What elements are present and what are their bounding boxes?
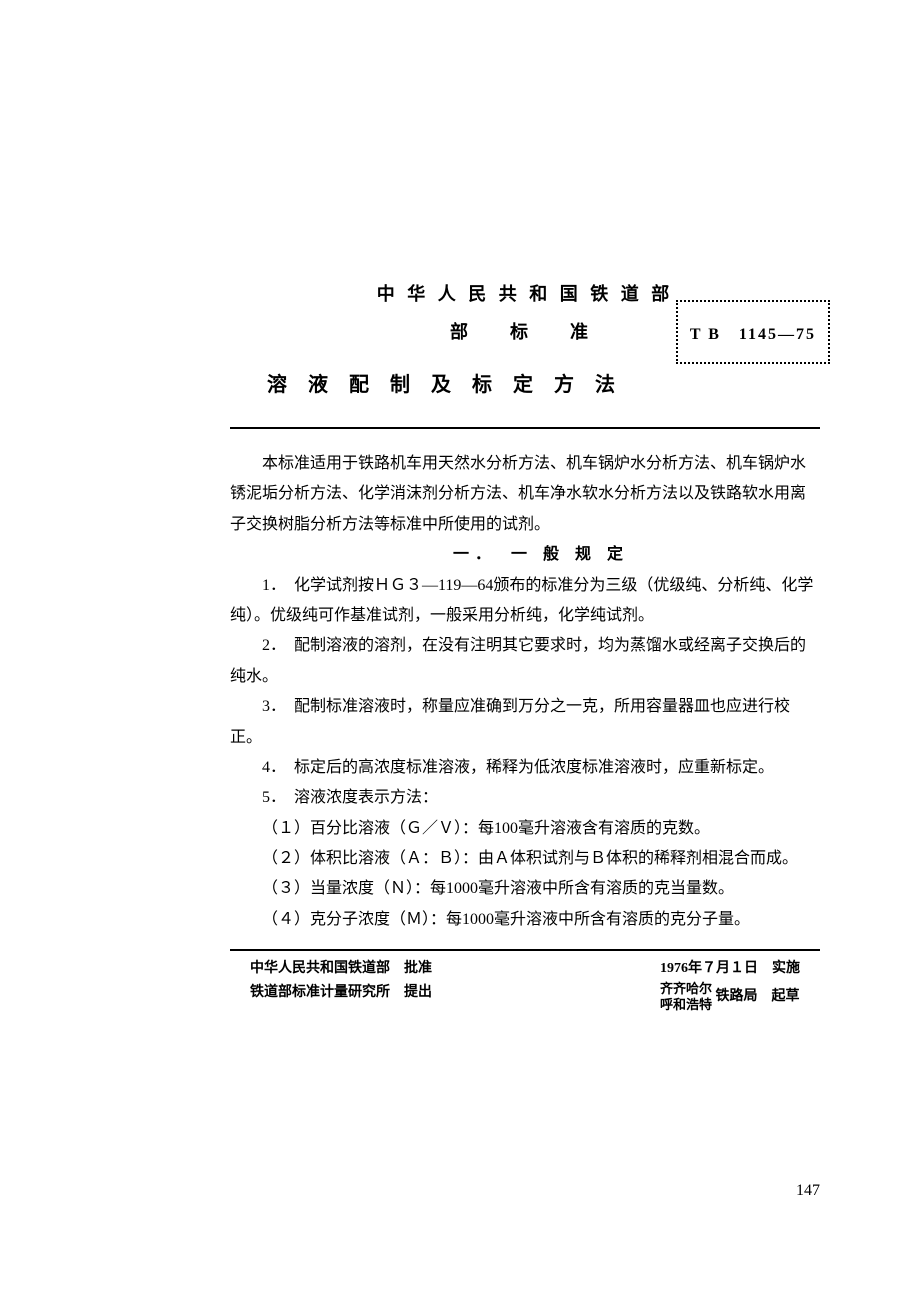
drafter-stacked: 齐齐哈尔 呼和浩特 (660, 981, 712, 1012)
document-body: 本标准适用于铁路机车用天然水分析方法、机车锅炉水分析方法、机车锅炉水锈泥垢分析方… (230, 449, 820, 935)
rule-5: 5． 溶液浓度表示方法： (230, 783, 820, 813)
rule-5-3: （３）当量浓度（Ｎ）：每1000毫升溶液中所含有溶质的克当量数。 (230, 874, 820, 904)
drafter-2: 呼和浩特 (660, 997, 712, 1012)
drafter-suffix: 铁路局 起草 (716, 989, 800, 1004)
page-number: 147 (796, 1182, 820, 1200)
document-header: 中 华 人 民 共 和 国 铁 道 部 部 标 准 溶 液 配 制 及 标 定 … (230, 280, 820, 397)
rule-5-2: （２）体积比溶液（Ａ：Ｂ）：由Ａ体积试剂与Ｂ体积的稀释剂相混合而成。 (230, 844, 820, 874)
standard-code: T B 1145—75 (690, 326, 816, 343)
drafter-1: 齐齐哈尔 (660, 981, 712, 996)
footer-left: 中华人民共和国铁道部 批准 铁道部标准计量研究所 提出 (250, 957, 432, 1012)
footer-right: 1976年７月１日 实施 齐齐哈尔 呼和浩特 铁路局 起草 (660, 957, 800, 1012)
standard-code-box: T B 1145—75 (676, 300, 830, 364)
section-heading: 一． 一 般 规 定 (230, 540, 820, 570)
drafter-line: 齐齐哈尔 呼和浩特 铁路局 起草 (660, 981, 800, 1012)
divider-bottom (230, 949, 820, 951)
document-footer: 中华人民共和国铁道部 批准 铁道部标准计量研究所 提出 1976年７月１日 实施… (230, 957, 820, 1012)
proposer-line: 铁道部标准计量研究所 提出 (250, 981, 432, 1005)
divider-top (230, 427, 820, 429)
rule-4: 4． 标定后的高浓度标准溶液，稀释为低浓度标准溶液时，应重新标定。 (230, 753, 820, 783)
document-title: 溶 液 配 制 及 标 定 方 法 (230, 368, 820, 397)
rule-1: 1． 化学试剂按ＨＧ３—119—64颁布的标准分为三级（优级纯、分析纯、化学纯）… (230, 571, 820, 632)
rule-5-1: （１）百分比溶液（Ｇ／Ｖ）：每100毫升溶液含有溶质的克数。 (230, 814, 820, 844)
rule-3: 3． 配制标准溶液时，称量应准确到万分之一克，所用容量器皿也应进行校正。 (230, 692, 820, 753)
rule-5-4: （４）克分子浓度（Ｍ）：每1000毫升溶液中所含有溶质的克分子量。 (230, 905, 820, 935)
rule-2: 2． 配制溶液的溶剂，在没有注明其它要求时，均为蒸馏水或经离子交换后的纯水。 (230, 631, 820, 692)
intro-paragraph: 本标准适用于铁路机车用天然水分析方法、机车锅炉水分析方法、机车锅炉水锈泥垢分析方… (230, 449, 820, 540)
effective-date: 1976年７月１日 实施 (660, 957, 800, 981)
approval-line: 中华人民共和国铁道部 批准 (250, 957, 432, 981)
